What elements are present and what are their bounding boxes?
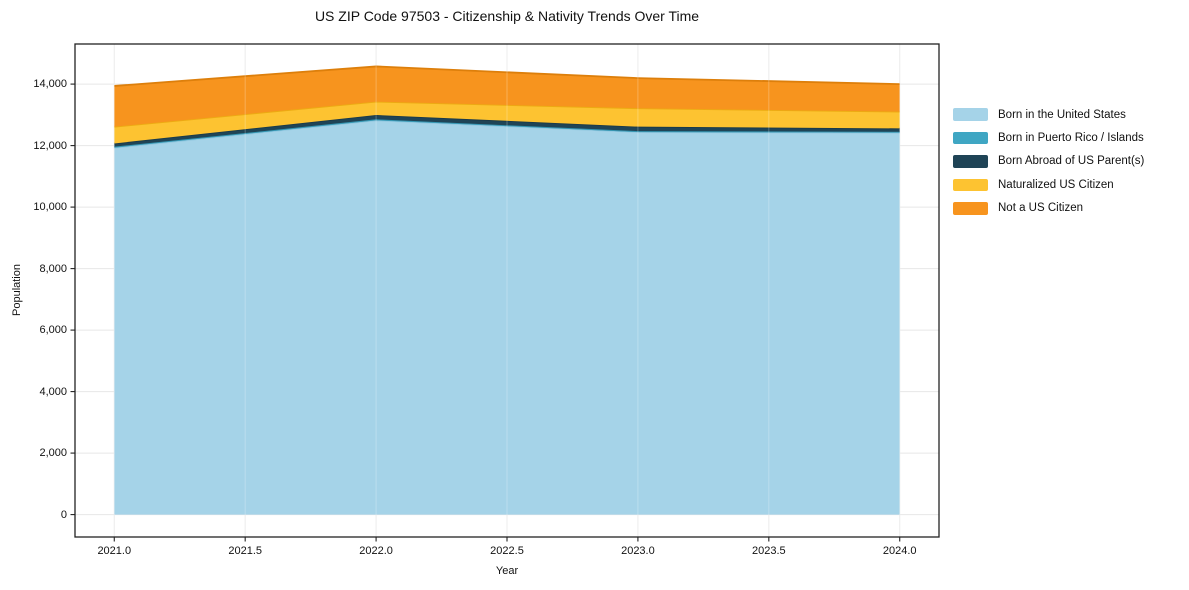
x-axis-label: Year [495, 565, 519, 577]
legend-item: Not a US Citizen [953, 197, 1144, 220]
legend-swatch-naturalized-us-citizen [953, 178, 988, 192]
legend-swatch-born-in-puerto-rico-islands [953, 131, 988, 145]
y-tick-label: 12,000 [33, 139, 67, 152]
x-tick-label: 2023.5 [751, 545, 786, 557]
stacked-areas [114, 65, 900, 515]
area-naturalized-us-citizen [114, 101, 900, 144]
y-tick-label: 14,000 [33, 78, 67, 91]
y-tick-label: 10,000 [33, 201, 67, 214]
y-tick-label: 0 [60, 508, 67, 521]
legend-swatch-not-a-us-citizen [953, 202, 988, 215]
area-edge-not-a-us-citizen [114, 65, 900, 87]
tick-marks [70, 83, 901, 542]
x-tick-label: 2022.0 [359, 545, 393, 557]
grid-overlay [113, 44, 901, 537]
legend-swatch-born-abroad-of-us-parent-s [953, 155, 988, 168]
x-tick-label: 2023.0 [621, 545, 655, 557]
legend-item: Born Abroad of US Parent(s) [953, 150, 1144, 173]
y-tick-label: 4,000 [39, 385, 67, 398]
legend-label: Naturalized US Citizen [998, 178, 1114, 191]
x-tick-label: 2021.5 [228, 545, 262, 557]
legend-item: Born in Puerto Rico / Islands [953, 126, 1144, 149]
y-tick-label: 6,000 [39, 324, 67, 337]
y-tick-label: 8,000 [39, 262, 67, 275]
x-tick-label: 2021.0 [97, 545, 132, 557]
x-tick-label: 2024.0 [882, 545, 917, 557]
legend: Born in the United States Born in Puerto … [953, 103, 1144, 220]
area-not-a-us-citizen [114, 66, 900, 127]
legend-label: Born Abroad of US Parent(s) [998, 155, 1145, 168]
x-tick-label: 2022.5 [490, 545, 524, 557]
legend-label: Not a US Citizen [998, 202, 1084, 215]
area-born-in-the-united-states [114, 120, 900, 515]
y-tick-label: 2,000 [39, 447, 67, 460]
legend-label: Born in Puerto Rico / Islands [998, 132, 1144, 145]
legend-label: Born in the United States [998, 108, 1126, 121]
legend-item: Naturalized US Citizen [953, 173, 1144, 196]
legend-item: Born in the United States [953, 103, 1144, 126]
chart-title: US ZIP Code 97503 - Citizenship & Nativi… [314, 8, 700, 24]
legend-swatch-born-in-the-united-states [953, 108, 988, 121]
